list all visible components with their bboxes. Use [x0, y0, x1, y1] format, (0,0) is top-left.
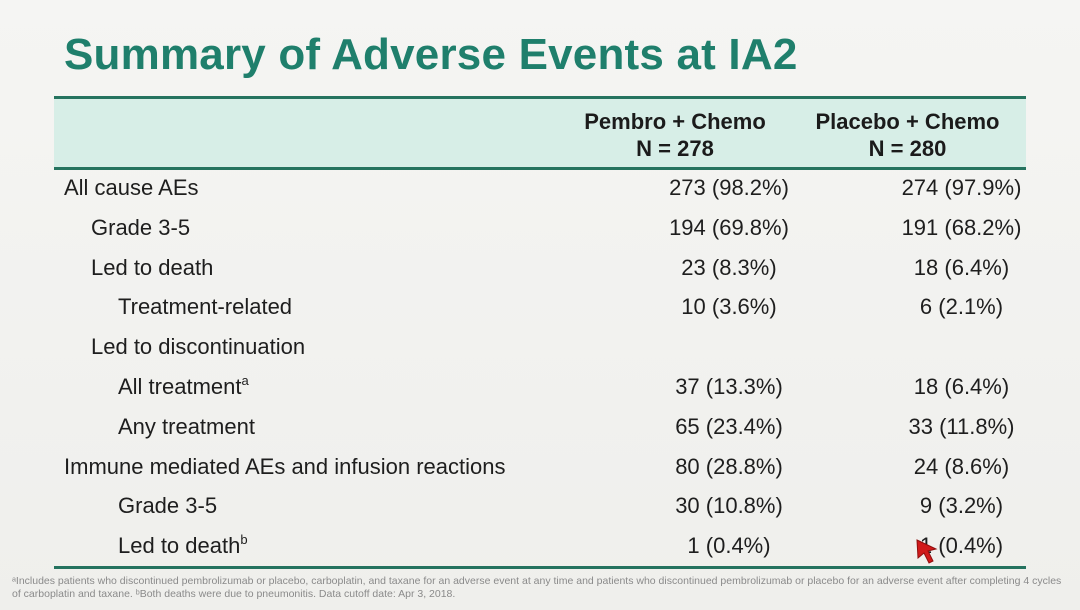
table-row: Led to death 23 (8.3%) 18 (6.4%) [54, 248, 1026, 288]
footnote-marker-a: a [241, 372, 249, 388]
placebo-value: 274 (97.9%) [901, 175, 1022, 200]
row-label: All cause AEs [64, 175, 199, 200]
pembro-value: 80 (28.8%) [675, 453, 783, 479]
placebo-value: 6 (2.1%) [919, 294, 1004, 320]
column-header-placebo-n: N = 280 [868, 136, 947, 161]
row-label: Any treatment [118, 413, 255, 439]
pembro-value: 30 (10.8%) [675, 493, 783, 519]
table-bottom-rule [54, 566, 1026, 569]
column-header-placebo: Placebo + Chemo N = 280 [795, 108, 1020, 162]
table-top-rule [54, 96, 1026, 99]
row-label-text: Led to death [118, 533, 241, 559]
table-row: All treatmenta 37 (13.3%) 18 (6.4%) [54, 367, 1026, 407]
row-label-text: All treatment [118, 373, 242, 399]
column-header-pembro: Pembro + Chemo N = 278 [560, 108, 790, 162]
row-label: Led to death [91, 254, 214, 280]
pembro-value: 10 (3.6%) [681, 294, 777, 320]
row-label: Grade 3-5 [91, 214, 191, 240]
row-label: Immune mediated AEs and infusion reactio… [64, 453, 506, 479]
row-label: Treatment-related [118, 294, 293, 320]
column-header-pembro-n: N = 278 [636, 136, 714, 161]
column-header-pembro-name: Pembro + Chemo [584, 109, 766, 134]
table-row: Led to discontinuation [54, 327, 1026, 367]
footnote-text: ᵃIncludes patients who discontinued pemb… [12, 575, 1062, 600]
table-row: Treatment-related 10 (3.6%) 6 (2.1%) [54, 287, 1026, 327]
placebo-value: 18 (6.4%) [913, 373, 1010, 399]
table-body: All cause AEs 273 (98.2%) 274 (97.9%) Gr… [54, 168, 1026, 566]
placebo-value: 1 (0.4%) [919, 533, 1004, 559]
placebo-value: 18 (6.4%) [913, 254, 1010, 280]
table-row: Grade 3-5 30 (10.8%) 9 (3.2%) [54, 486, 1026, 526]
table-header-rule [54, 167, 1026, 170]
table-row: Any treatment 65 (23.4%) 33 (11.8%) [54, 407, 1026, 447]
row-label: All treatmenta [118, 367, 249, 407]
table-row: All cause AEs 273 (98.2%) 274 (97.9%) [54, 168, 1026, 208]
row-label: Led to discontinuation [91, 334, 306, 360]
slide-title: Summary of Adverse Events at IA2 [64, 30, 798, 79]
column-header-placebo-name: Placebo + Chemo [815, 109, 1000, 134]
table-row: Led to deathb 1 (0.4%) 1 (0.4%) [54, 526, 1026, 566]
pembro-value: 273 (98.2%) [669, 175, 789, 200]
pembro-value: 23 (8.3%) [681, 254, 777, 280]
table-header-band [54, 99, 1026, 167]
pembro-value: 194 (69.8%) [669, 214, 789, 240]
placebo-value: 191 (68.2%) [901, 214, 1022, 240]
footnote-marker-b: b [240, 532, 248, 548]
row-label: Led to deathb [118, 526, 248, 566]
pembro-value: 65 (23.4%) [675, 413, 783, 439]
placebo-value: 24 (8.6%) [913, 453, 1010, 479]
placebo-value: 9 (3.2%) [919, 493, 1004, 519]
placebo-value: 33 (11.8%) [908, 413, 1015, 439]
table-row: Grade 3-5 194 (69.8%) 191 (68.2%) [54, 208, 1026, 248]
row-label: Grade 3-5 [118, 493, 218, 519]
table-row: Immune mediated AEs and infusion reactio… [54, 447, 1026, 487]
laser-pointer-icon [916, 539, 938, 564]
pembro-value: 37 (13.3%) [675, 373, 783, 399]
pembro-value: 1 (0.4%) [687, 533, 771, 559]
